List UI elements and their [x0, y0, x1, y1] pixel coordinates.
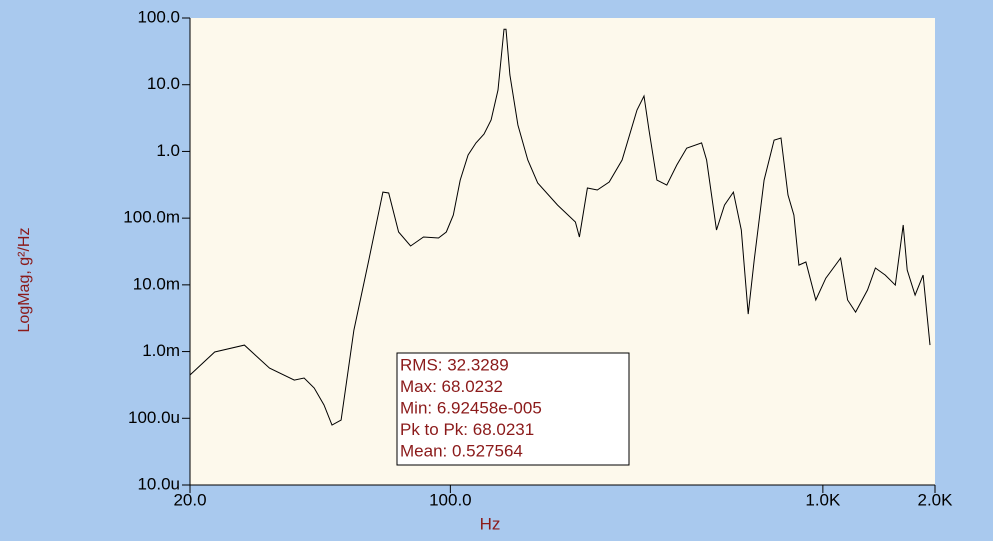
x-tick-label: 2.0K	[918, 490, 954, 509]
stat-text: Max: 68.0232	[400, 377, 503, 396]
stats: RMS: 32.3289 Max: 68.0232 Min: 6.92458e-00…	[400, 355, 542, 460]
y-tick-label: 10.0m	[133, 274, 180, 293]
y-tick-label: 10.0u	[137, 474, 180, 493]
y-tick-label: 1.0	[156, 141, 180, 160]
stat-text: Min: 6.92458e-005	[400, 398, 542, 417]
stat-text: RMS: 32.3289	[400, 355, 509, 374]
x-tick-label: 20.0	[173, 490, 206, 509]
stat-text: Mean: 0.527564	[400, 441, 523, 460]
line	[189, 28, 931, 426]
y-tick-label: 10.0	[147, 74, 180, 93]
stat-text: Pk to Pk: 68.0231	[400, 420, 534, 439]
x-tick-label: 100.0	[429, 490, 472, 509]
x-axis-label: Hz	[480, 514, 501, 533]
y-tick-label: 100.0u	[128, 408, 180, 427]
x-tick-label: 1.0K	[805, 490, 841, 509]
y-tick-label: 100.0	[137, 7, 180, 26]
y-tick-label: 100.0m	[123, 208, 180, 227]
marks: 10.0u 100.0u 1.0m 10.0m 100.0m 1.0 10.0 100.0 20…	[123, 7, 953, 509]
stats-box	[396, 352, 630, 466]
y-tick-label: 1.0m	[142, 341, 180, 360]
y-axis-label: LogMag, g²/Hz	[16, 228, 33, 333]
